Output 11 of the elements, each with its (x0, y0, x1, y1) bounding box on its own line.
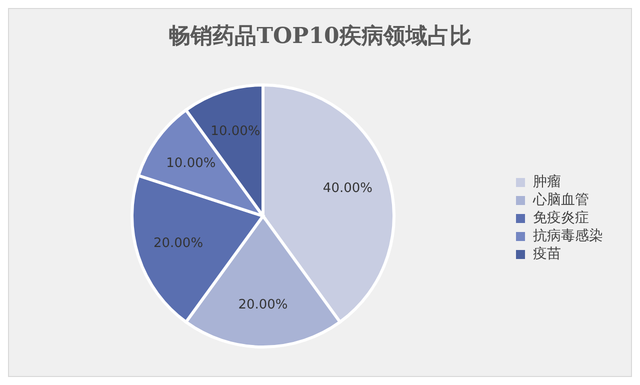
data-label: 20.00% (238, 298, 288, 313)
legend-label: 抗病毒感染 (533, 228, 603, 244)
legend-label: 心脑血管 (533, 192, 589, 208)
chart-title: 畅销药品TOP10疾病领域占比 (168, 22, 472, 51)
data-label: 10.00% (210, 124, 260, 139)
data-label: 20.00% (153, 236, 204, 252)
legend-label: 疫苗 (533, 246, 561, 262)
legend-label: 肿瘤 (533, 174, 561, 190)
data-label: 40.00% (322, 180, 373, 196)
legend-label: 免疫炎症 (533, 210, 589, 226)
data-label: 10.00% (166, 156, 216, 172)
